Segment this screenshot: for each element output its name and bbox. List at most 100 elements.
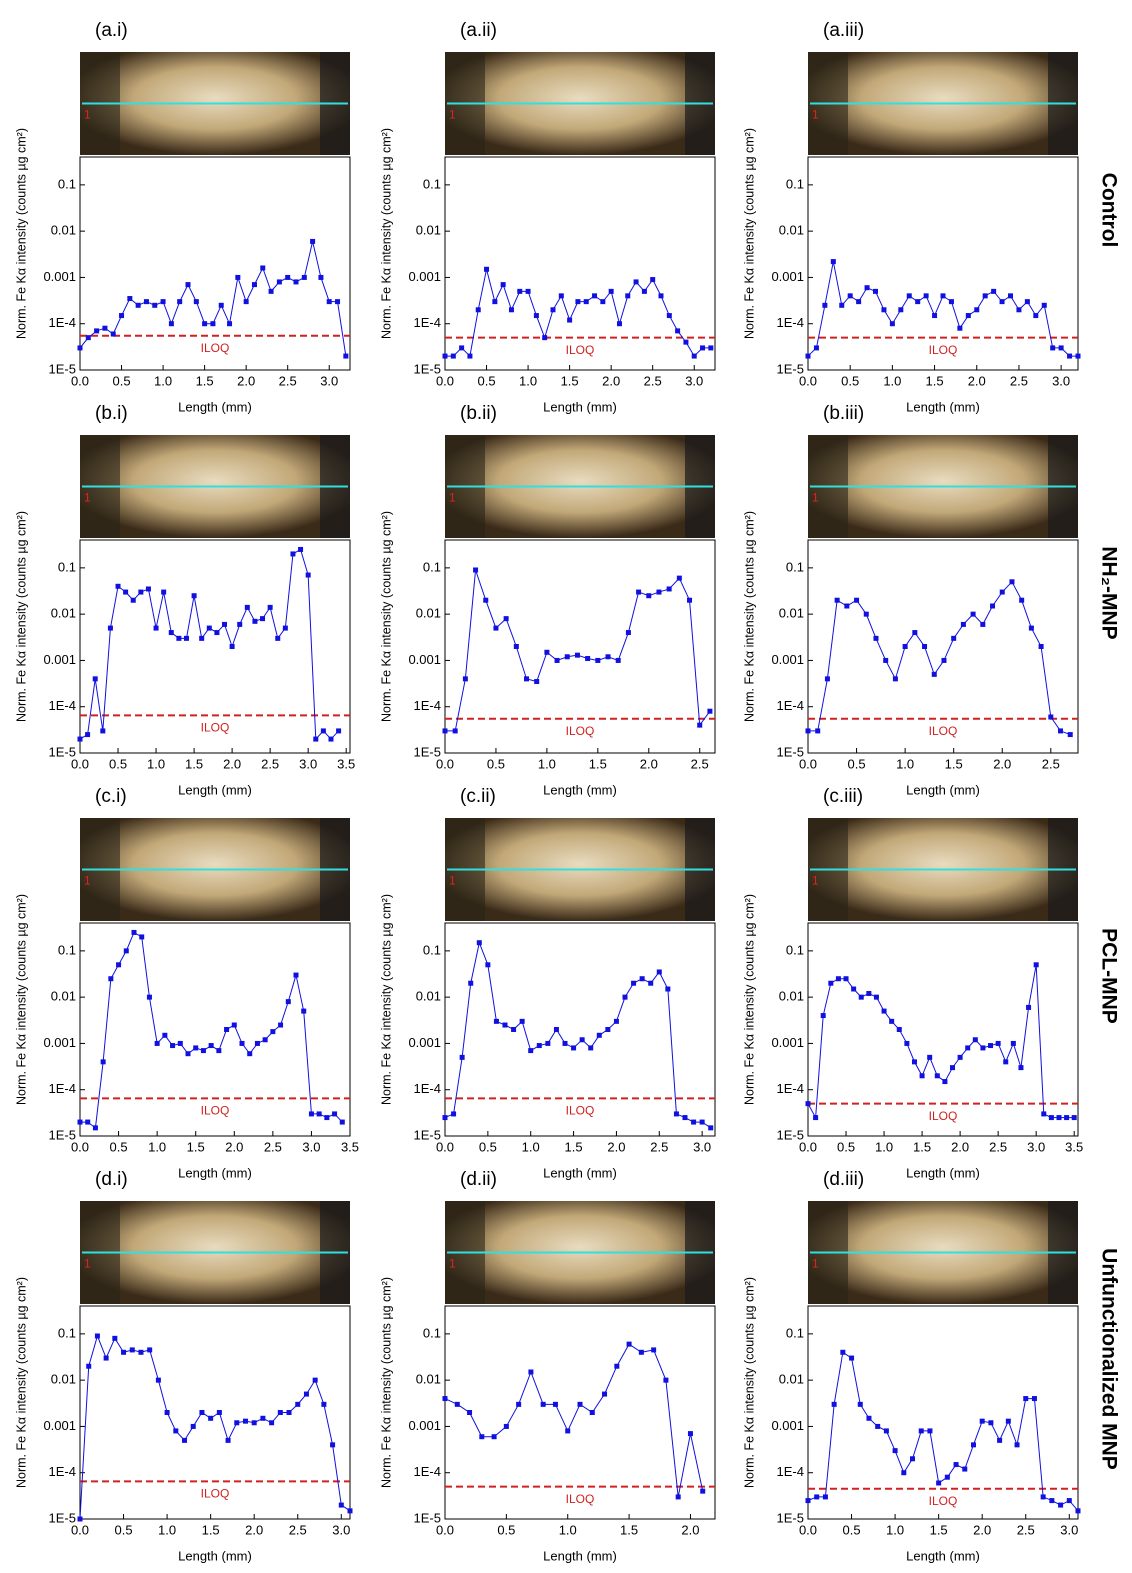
data-point (326, 299, 332, 305)
data-point (835, 976, 841, 982)
x-tick-label: 3.5 (337, 756, 355, 771)
x-tick-label: 1.5 (196, 373, 214, 388)
reference-label: ILOQ (566, 1492, 595, 1506)
data-point (138, 1349, 144, 1355)
data-line (807, 964, 1075, 1120)
data-point (127, 296, 133, 302)
data-point (940, 293, 946, 299)
x-tick-label: 2.5 (279, 373, 297, 388)
data-point (957, 1054, 963, 1060)
data-point (616, 321, 622, 327)
data-point (1064, 1115, 1070, 1121)
x-tick-label: 0.5 (848, 756, 866, 771)
y-tick-label: 0.001 (408, 1035, 441, 1050)
data-point (588, 1045, 594, 1051)
data-point (199, 1410, 205, 1415)
data-point (931, 671, 937, 677)
data-point (321, 1401, 327, 1407)
data-point (980, 1045, 986, 1051)
reference-label: ILOQ (566, 1104, 595, 1118)
data-point (77, 345, 83, 351)
y-tick-label: 0.01 (779, 223, 804, 238)
data-line (444, 940, 711, 1129)
data-point (912, 630, 918, 636)
x-tick-label: 1.0 (875, 1139, 893, 1154)
data-point (335, 299, 341, 305)
data-line (444, 1343, 704, 1498)
x-tick-label: 0.5 (837, 1139, 855, 1154)
data-point (160, 299, 166, 305)
data-line (79, 241, 347, 357)
data-line (445, 569, 711, 732)
x-tick-label: 2.0 (223, 756, 241, 771)
y-axis-label: Norm. Fe Kα intensity (counts µg cm²) (14, 128, 28, 339)
data-point (338, 1502, 344, 1508)
data-point (805, 1498, 811, 1504)
y-axis-label: Norm. Fe Kα intensity (counts µg cm²) (379, 894, 393, 1105)
data-point (960, 621, 966, 627)
y-tick-label: 0.1 (786, 176, 804, 191)
data-point (528, 1048, 534, 1054)
x-axis-label: Length (mm) (906, 1165, 980, 1180)
data-point (313, 736, 319, 742)
x-axis-label: Length (mm) (543, 1548, 617, 1563)
data-point (948, 299, 954, 305)
data-point (941, 657, 947, 663)
y-tick-label: 0.01 (51, 223, 76, 238)
y-tick-label: 1E-4 (414, 1464, 441, 1479)
data-point (881, 1008, 887, 1014)
y-tick-label: 0.001 (771, 1035, 804, 1050)
data-point (442, 1115, 448, 1121)
data-point (177, 1040, 183, 1046)
x-tick-label: 0.5 (477, 373, 495, 388)
data-point (906, 293, 912, 299)
data-point (77, 736, 83, 742)
data-point (614, 1363, 620, 1369)
data-point (898, 307, 904, 313)
x-tick-label: 1.0 (147, 756, 165, 771)
data-point (483, 597, 489, 603)
data-point (697, 722, 703, 728)
data-point (492, 299, 498, 305)
data-point (988, 1420, 994, 1426)
x-tick-label: 2.0 (640, 756, 658, 771)
data-point (191, 593, 197, 599)
data-point (147, 1347, 153, 1353)
panel-label: (d.iii) (823, 1169, 864, 1190)
x-tick-label: 0.5 (479, 1139, 497, 1154)
data-point (1019, 597, 1025, 603)
data-point (310, 238, 316, 244)
data-point (608, 288, 614, 294)
x-tick-label: 2.5 (261, 756, 279, 771)
y-tick-label: 0.1 (58, 1325, 76, 1340)
data-point (970, 1442, 976, 1448)
data-point (589, 1410, 595, 1415)
data-point (290, 551, 296, 557)
data-point (974, 307, 980, 313)
x-axis-label: Length (mm) (178, 782, 252, 797)
x-tick-label: 1.0 (883, 373, 901, 388)
data-point (135, 302, 141, 308)
data-point (452, 728, 458, 734)
data-point (244, 604, 250, 610)
x-tick-label: 0.0 (436, 373, 454, 388)
data-point (237, 621, 243, 627)
data-point (666, 313, 672, 319)
plot-frame (807, 156, 1079, 371)
x-tick-label: 2.0 (973, 1522, 991, 1537)
x-tick-label: 1.5 (620, 1522, 638, 1537)
scan-marker: 1 (449, 1257, 456, 1271)
y-tick-label: 0.001 (43, 1418, 76, 1433)
data-point (1048, 1115, 1054, 1121)
data-point (658, 293, 664, 299)
y-tick-label: 0.1 (423, 176, 441, 191)
plot-frame (79, 1305, 351, 1520)
x-axis-label: Length (mm) (906, 782, 980, 797)
data-point (708, 1125, 714, 1131)
data-point (183, 635, 189, 641)
y-tick-label: 1E-4 (777, 1081, 804, 1096)
data-point (451, 1111, 457, 1117)
x-tick-label: 0.5 (497, 1522, 515, 1537)
x-tick-label: 2.0 (237, 373, 255, 388)
data-point (1023, 1396, 1029, 1402)
